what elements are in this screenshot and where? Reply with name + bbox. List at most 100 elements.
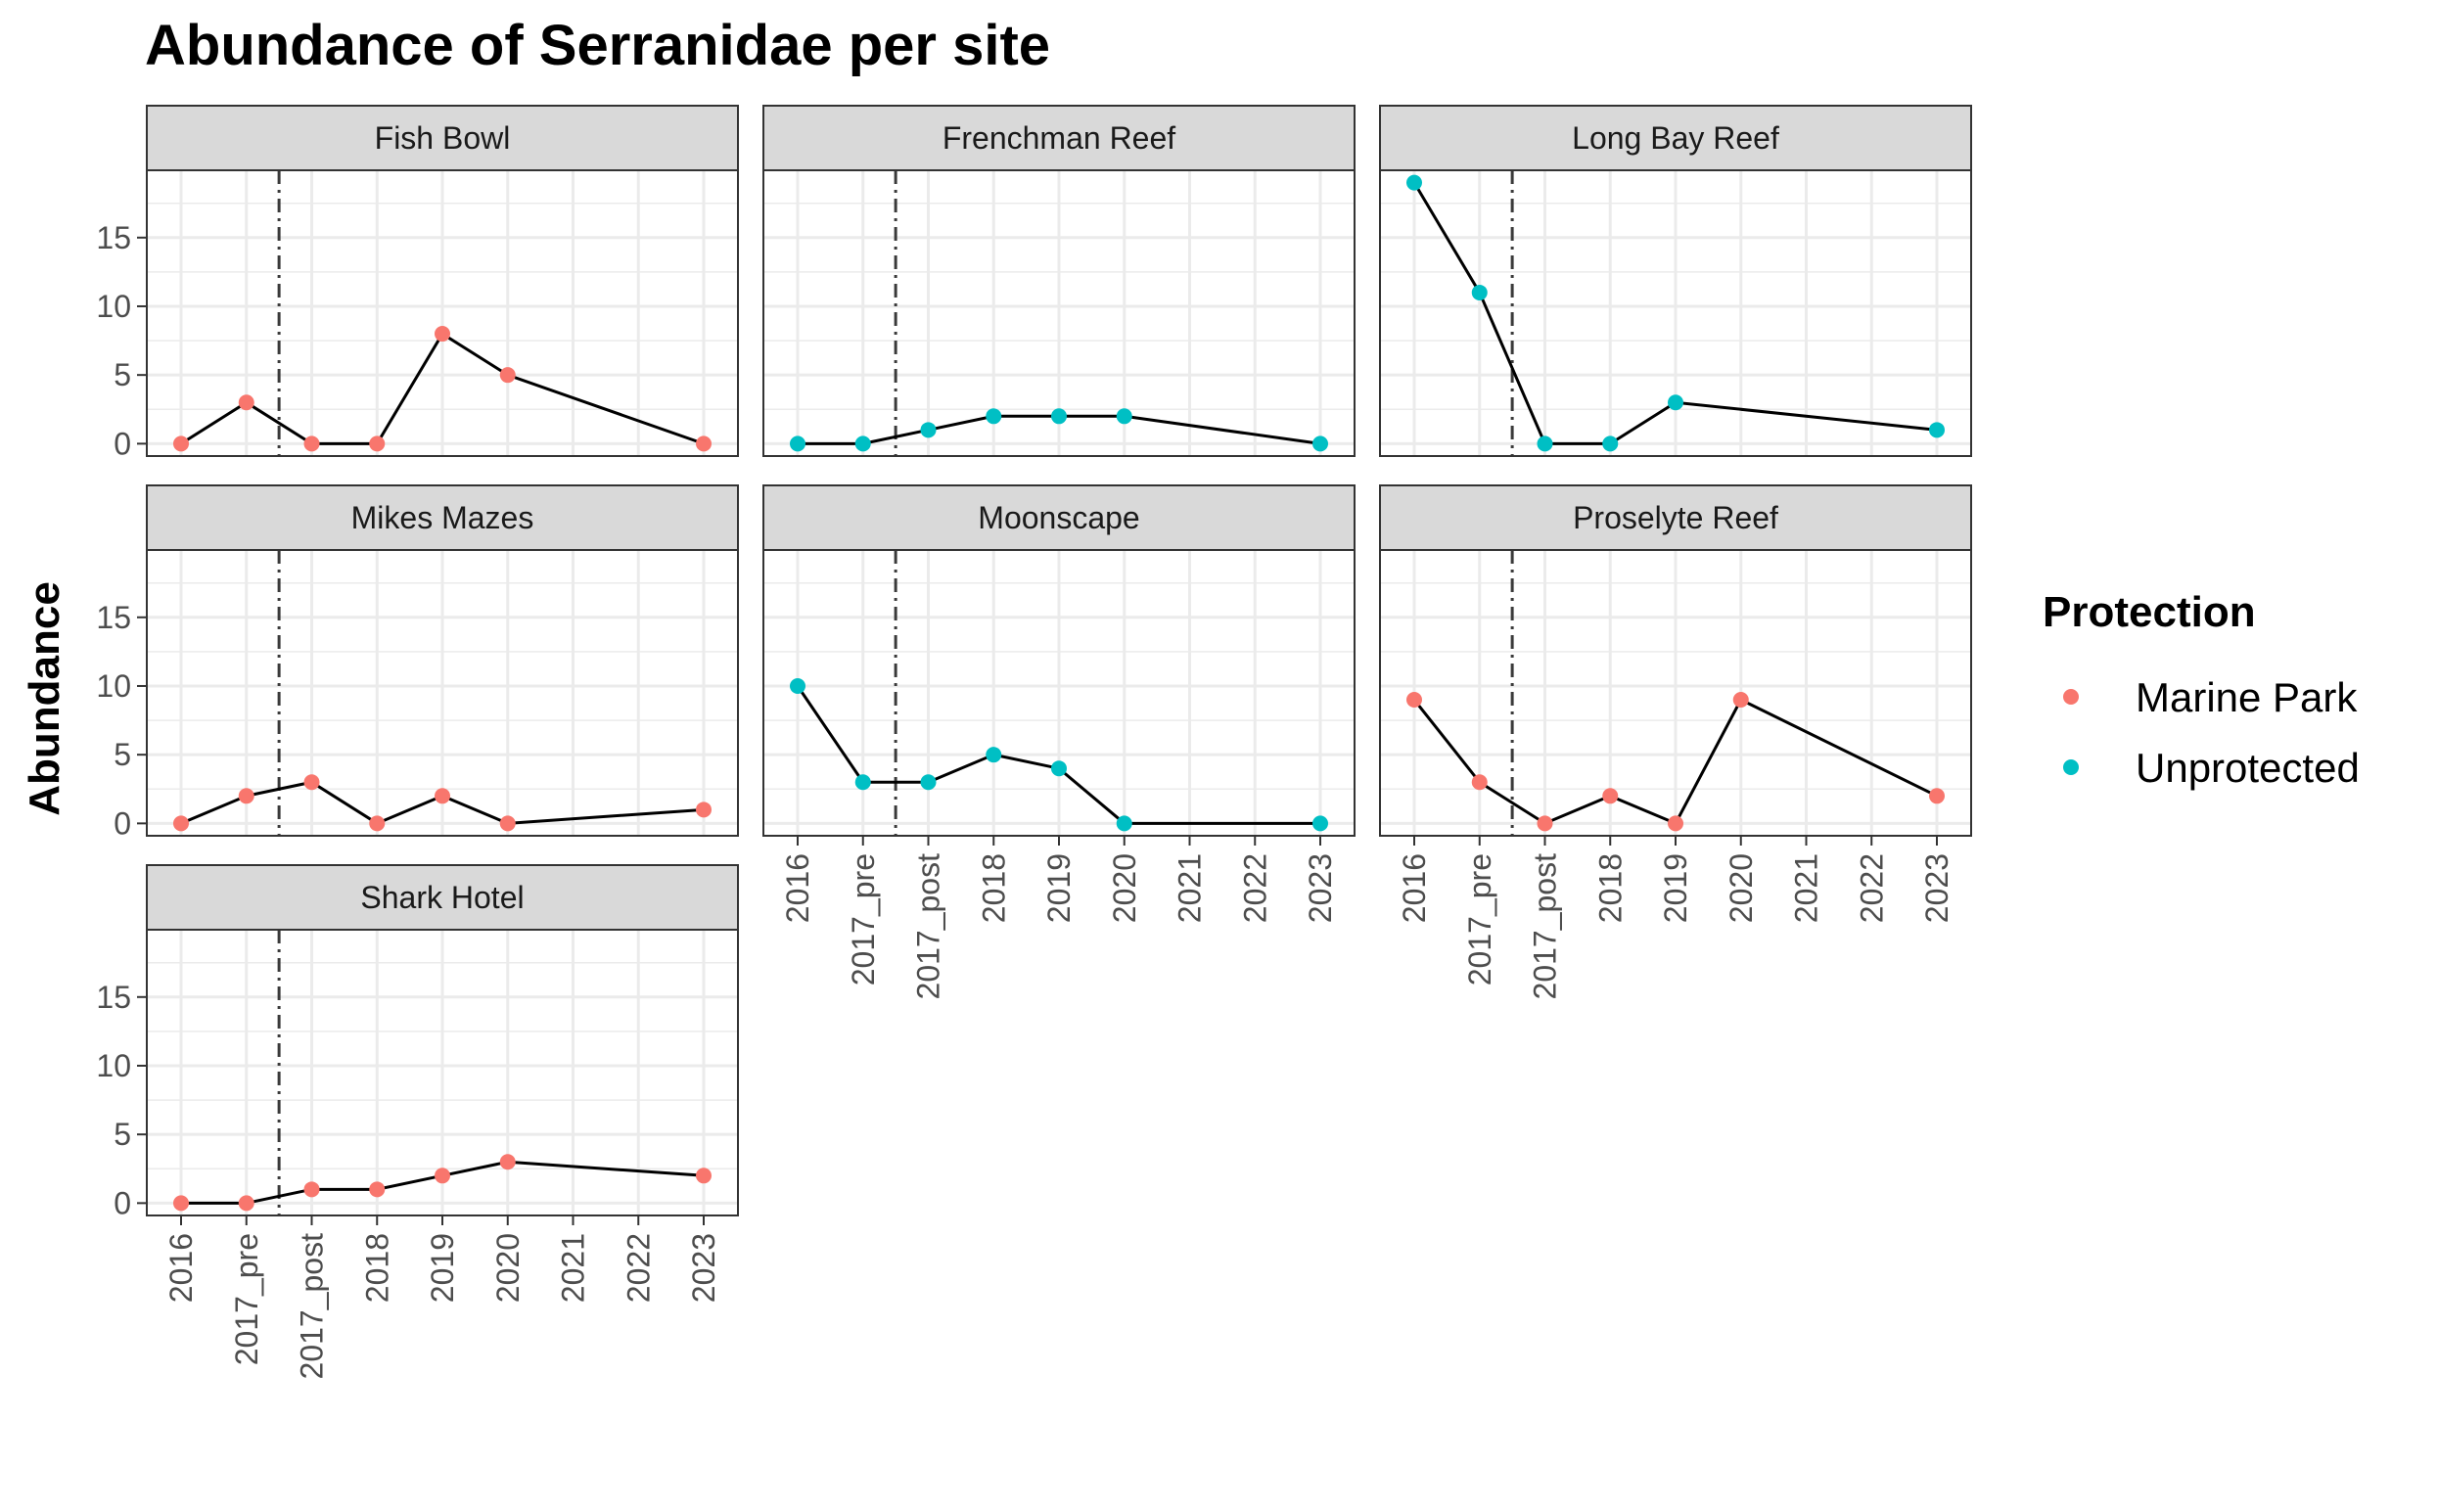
x-tick-label: 2017_pre [846, 853, 881, 985]
facet-label: Shark Hotel [360, 880, 524, 915]
facet-label: Fish Bowl [375, 120, 511, 156]
data-point [369, 1181, 386, 1198]
x-tick-label: 2019 [425, 1233, 460, 1303]
data-point [303, 1181, 320, 1198]
data-point [1471, 284, 1488, 300]
data-point [238, 788, 254, 804]
data-point [1051, 760, 1067, 777]
data-point [173, 1195, 189, 1212]
data-point [303, 774, 320, 791]
data-point [238, 1195, 254, 1212]
data-point [1929, 788, 1945, 804]
data-point [369, 815, 386, 832]
data-point [1116, 815, 1132, 832]
data-point [499, 1154, 516, 1170]
data-point [1051, 408, 1067, 425]
facet-strip [146, 105, 739, 171]
x-tick-label: 2018 [976, 853, 1011, 923]
legend-title: Protection [2043, 588, 2256, 636]
panel-border [762, 169, 1356, 457]
data-point [173, 435, 189, 452]
data-point [1406, 174, 1422, 191]
facet-strip [146, 864, 739, 931]
y-tick-label: 15 [96, 600, 131, 635]
data-point [435, 326, 450, 343]
facet-label: Mikes Mazes [351, 500, 534, 535]
x-tick-label: 2021 [1789, 853, 1824, 923]
y-tick-label: 5 [114, 357, 131, 392]
data-point [1312, 815, 1328, 832]
legend-label: Unprotected [2136, 745, 2360, 791]
y-tick-label: 0 [114, 1185, 131, 1220]
data-point [173, 815, 189, 832]
x-tick-label: 2017_post [295, 1233, 330, 1380]
data-point [1668, 815, 1683, 832]
y-tick-label: 5 [114, 1117, 131, 1152]
x-tick-label: 2023 [1919, 853, 1954, 923]
legend-key [2063, 759, 2079, 775]
panel-border [1379, 169, 1972, 457]
data-point [499, 367, 516, 384]
y-tick-label: 10 [96, 289, 131, 324]
facet-label: Moonscape [978, 500, 1139, 535]
data-point [1312, 435, 1328, 452]
facet-strip [762, 105, 1356, 171]
data-point [696, 802, 712, 818]
facet-label: Long Bay Reef [1572, 120, 1779, 156]
x-tick-label: 2022 [1854, 853, 1889, 923]
series-line [1412, 181, 1938, 445]
data-point [1471, 774, 1488, 791]
legend-key [2063, 689, 2079, 705]
y-tick-label: 5 [114, 737, 131, 772]
data-point [1537, 435, 1553, 452]
x-tick-label: 2022 [621, 1233, 656, 1303]
x-tick-label: 2017_post [911, 853, 946, 1000]
x-tick-label: 2017_post [1528, 853, 1563, 1000]
x-tick-label: 2018 [1592, 853, 1628, 923]
x-tick-label: 2016 [163, 1233, 199, 1303]
x-tick-label: 2020 [1107, 853, 1142, 923]
facet-strip [762, 484, 1356, 551]
data-point [303, 435, 320, 452]
x-tick-label: 2021 [556, 1233, 591, 1303]
data-point [1602, 435, 1619, 452]
legend-label: Marine Park [2136, 674, 2358, 720]
data-point [920, 422, 937, 438]
data-point [986, 747, 1002, 763]
y-tick-label: 15 [96, 980, 131, 1015]
data-point [1602, 788, 1619, 804]
y-tick-label: 10 [96, 1048, 131, 1083]
data-point [696, 435, 712, 452]
y-axis-label: Abundance [21, 581, 69, 816]
data-point [854, 435, 871, 452]
x-tick-label: 2020 [490, 1233, 526, 1303]
facet-label: Proselyte Reef [1573, 500, 1778, 535]
facet-label: Frenchman Reef [943, 120, 1175, 156]
data-point [1406, 692, 1422, 709]
panel-border [146, 549, 739, 837]
data-point [238, 394, 254, 411]
data-point [499, 815, 516, 832]
x-tick-label: 2021 [1173, 853, 1208, 923]
x-tick-label: 2016 [1397, 853, 1432, 923]
data-point [1929, 422, 1945, 438]
x-tick-label: 2016 [780, 853, 815, 923]
x-tick-label: 2022 [1237, 853, 1272, 923]
data-point [986, 408, 1002, 425]
facet-strip [146, 484, 739, 551]
facet-strip [1379, 484, 1972, 551]
x-tick-label: 2018 [359, 1233, 394, 1303]
data-point [435, 788, 450, 804]
data-point [1537, 815, 1553, 832]
data-point [696, 1168, 712, 1184]
y-tick-label: 0 [114, 805, 131, 841]
x-tick-label: 2020 [1724, 853, 1759, 923]
x-tick-label: 2019 [1041, 853, 1077, 923]
data-point [854, 774, 871, 791]
data-point [1732, 692, 1749, 709]
data-point [1116, 408, 1132, 425]
x-tick-label: 2017_pre [229, 1233, 264, 1365]
data-point [1668, 394, 1683, 411]
